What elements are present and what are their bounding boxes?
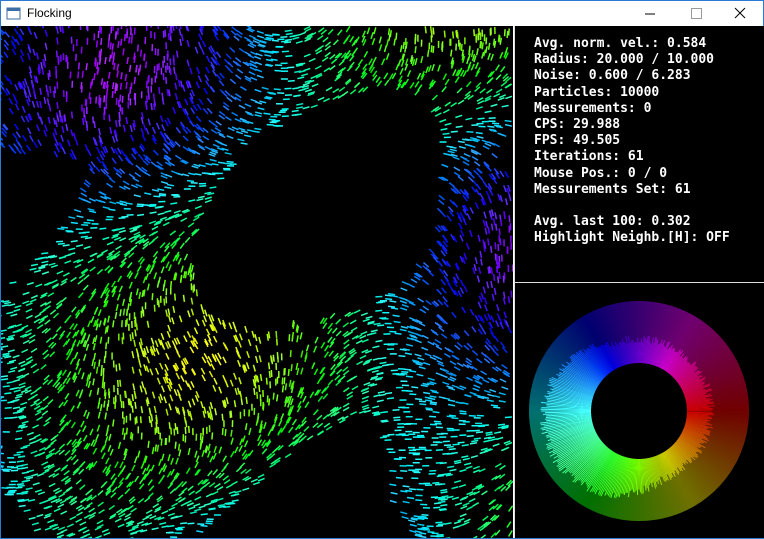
title-bar: Flocking (1, 1, 763, 26)
minimize-button[interactable] (627, 1, 673, 26)
separator (515, 282, 764, 283)
particles (1, 26, 513, 538)
maximize-button[interactable] (673, 1, 719, 26)
window-icon (6, 7, 21, 20)
stat-line: Messurements Set: 61 (534, 181, 691, 197)
ring (529, 301, 749, 521)
window-title: Flocking (27, 6, 72, 20)
stats-text: Avg. norm. vel.: 0.584 Radius: 20.000 / 1… (534, 36, 730, 246)
stat-line: Particles: 10000 (534, 84, 660, 100)
stat-line: Iterations: 61 (534, 149, 644, 165)
spacer (534, 198, 730, 214)
close-button[interactable] (717, 1, 763, 26)
simulation-canvas (1, 26, 513, 538)
stat-line: Noise: 0.600 / 6.283 (534, 68, 691, 84)
stat-line: Highlight Neighb.[H]: OFF (534, 230, 730, 246)
stat-line: Avg. last 100: 0.302 (534, 214, 691, 230)
stat-line: Mouse Pos.: 0 / 0 (534, 165, 668, 181)
stat-line: Avg. norm. vel.: 0.584 (534, 36, 707, 51)
info-panel: Avg. norm. vel.: 0.584 Radius: 20.000 / 1… (514, 26, 764, 538)
stat-line: Radius: 20.000 / 10.000 (534, 52, 715, 68)
stat-line: Messurements: 0 (534, 100, 652, 116)
stat-line: CPS: 29.988 (534, 117, 621, 133)
direction-histogram (529, 301, 749, 521)
stat-line: FPS: 49.505 (534, 133, 621, 149)
